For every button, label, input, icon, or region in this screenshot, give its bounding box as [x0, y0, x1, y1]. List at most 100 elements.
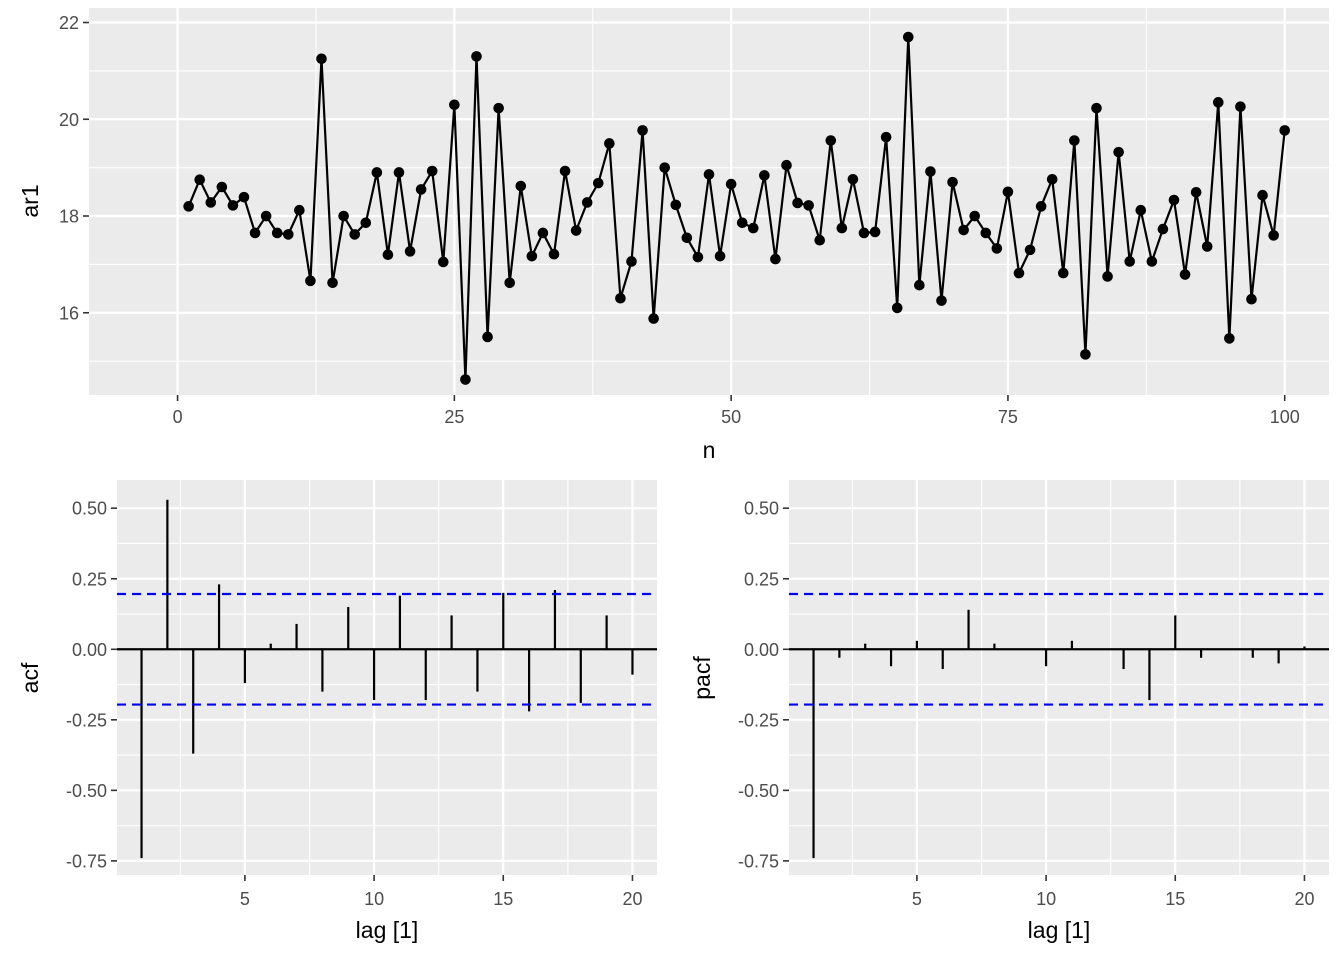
series-point	[393, 167, 405, 178]
series-point	[1212, 97, 1224, 108]
acf-x-tick-label: 20	[622, 889, 642, 909]
series-point	[714, 250, 726, 262]
series-point	[1190, 187, 1202, 198]
series-point	[360, 217, 372, 229]
series-point	[437, 256, 449, 268]
series-point	[183, 201, 194, 212]
series-point	[581, 197, 593, 208]
pacf-x-tick-label: 20	[1294, 889, 1314, 909]
series-point	[991, 243, 1003, 254]
series-point	[305, 275, 316, 287]
acf-panel: 5 10 15 20 -0.75 -0.50 -0.25 0.00 0.25 0.50 lag […	[17, 480, 657, 943]
series-point	[914, 279, 925, 291]
series-point	[659, 162, 671, 173]
series-point	[869, 226, 881, 238]
series-point	[559, 165, 571, 177]
series-point	[615, 292, 626, 304]
series-point	[747, 222, 759, 234]
pacf-y-tick-label: -0.75	[738, 851, 779, 871]
series-point	[1102, 271, 1113, 282]
series-point	[216, 181, 228, 193]
acf-axes: 5 10 15 20 -0.75 -0.50 -0.25 0.00 0.25 0.50	[66, 499, 643, 909]
series-panel: 0 25 50 75 100 16 18 20 22 n ar1	[17, 8, 1329, 463]
series-point	[836, 222, 848, 234]
series-point	[980, 227, 992, 239]
series-point	[902, 31, 914, 43]
series-point	[515, 180, 527, 192]
acf-y-tick-label: -0.50	[66, 781, 107, 801]
series-point	[814, 234, 826, 246]
series-point	[880, 131, 892, 143]
series-x-tick-label: 50	[721, 407, 741, 427]
acf-marks	[117, 499, 657, 859]
pacf-grid	[789, 480, 1329, 875]
series-point	[471, 51, 482, 62]
series-point	[526, 250, 538, 262]
series-point	[1057, 267, 1069, 279]
series-point	[482, 331, 493, 343]
series-axes: 0 25 50 75 100 16 18 20 22	[59, 13, 1300, 427]
series-point	[770, 253, 781, 265]
series-y-tick-label: 20	[59, 110, 79, 130]
series-point	[1279, 125, 1291, 136]
acf-y-axis-title: acf	[17, 662, 43, 693]
series-point	[891, 302, 903, 314]
series-point	[1246, 293, 1257, 305]
series-point	[415, 184, 427, 195]
series-point	[1046, 173, 1058, 185]
series-point	[792, 197, 803, 209]
series-point	[681, 232, 693, 244]
series-point	[1002, 186, 1014, 198]
acf-y-tick-label: -0.25	[66, 710, 107, 730]
acf-y-tick-label: 0.00	[72, 640, 107, 660]
series-point	[936, 295, 947, 306]
series-point	[858, 227, 870, 239]
series-point	[925, 166, 936, 177]
series-point	[604, 138, 615, 149]
series-y-axis-title: ar1	[17, 184, 43, 217]
series-point	[1179, 269, 1191, 280]
series-point	[637, 125, 648, 136]
series-point	[1257, 189, 1268, 201]
acf-y-tick-label: 0.50	[72, 499, 107, 519]
series-point	[504, 277, 516, 289]
series-point	[271, 227, 283, 239]
series-point	[1013, 267, 1025, 279]
series-point	[249, 227, 261, 239]
series-point	[426, 165, 438, 177]
pacf-y-tick-label: 0.00	[744, 640, 779, 660]
pacf-x-tick-label: 5	[912, 889, 922, 909]
series-y-tick-label: 18	[59, 207, 79, 227]
series-x-tick-label: 25	[444, 407, 464, 427]
series-point	[294, 204, 305, 216]
series-point	[803, 200, 814, 211]
series-y-tick-label: 16	[59, 303, 79, 323]
series-point	[626, 256, 637, 267]
series-point	[670, 199, 682, 211]
pacf-x-tick-label: 10	[1036, 889, 1056, 909]
series-point	[449, 99, 460, 111]
series-point	[260, 210, 272, 222]
series-marks	[183, 31, 1291, 385]
series-point	[703, 169, 715, 180]
series-point	[736, 217, 748, 229]
series-point	[1168, 194, 1180, 206]
series-point	[327, 277, 338, 289]
acf-x-tick-label: 10	[364, 889, 384, 909]
series-point	[781, 159, 792, 171]
pacf-y-tick-label: -0.25	[738, 710, 779, 730]
series-point	[1146, 256, 1158, 267]
pacf-y-tick-label: -0.50	[738, 781, 779, 801]
series-point	[205, 197, 217, 208]
series-point	[692, 251, 704, 263]
series-point	[548, 248, 560, 260]
series-point	[338, 210, 349, 222]
acf-plot-background	[117, 480, 657, 875]
series-point	[282, 229, 294, 240]
series-point	[349, 229, 361, 240]
acf-y-tick-label: -0.75	[66, 851, 107, 871]
series-point	[1091, 102, 1102, 114]
pacf-y-tick-label: 0.50	[744, 499, 779, 519]
pacf-axes: 5 10 15 20 -0.75 -0.50 -0.25 0.00 0.25 0.50	[738, 499, 1315, 909]
